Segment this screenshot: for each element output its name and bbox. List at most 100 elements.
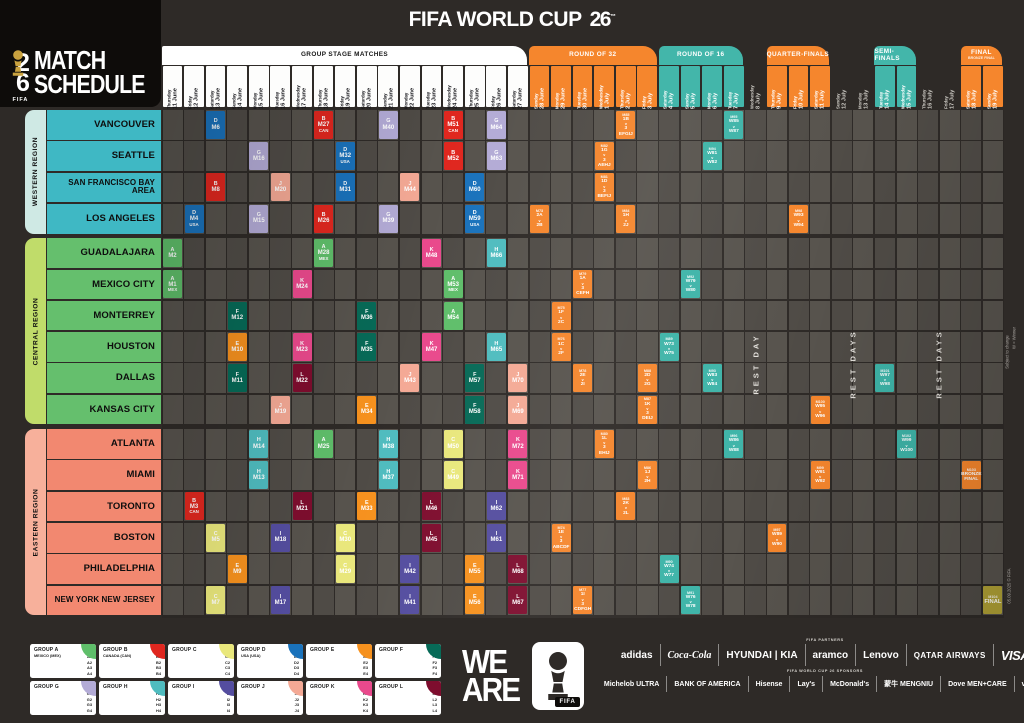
match-line: 3 (602, 188, 606, 194)
match-line: M11 (231, 377, 243, 384)
grid-cell (788, 429, 809, 459)
grid-cell (270, 363, 291, 394)
match-cell-b-m8: B M8 (206, 173, 226, 202)
match-cell-h-m38: H M38 (378, 429, 398, 458)
legend-group-title: GROUP F (379, 647, 404, 653)
match-cell-m77-1i: M77 1I v 3 CDFGH (573, 586, 593, 615)
grid-cell (896, 172, 917, 203)
match-line: 2B (536, 222, 543, 228)
grid-cell (939, 172, 960, 203)
grid-cell (184, 332, 205, 362)
grid-cell (551, 203, 572, 234)
grid-cell (853, 141, 874, 171)
date-label: Tuesday 23 June (425, 63, 437, 109)
city-label-kansas-city: KANSAS CITY (47, 394, 161, 425)
grid-cell (464, 110, 485, 140)
match-cell-i-m61: I M61 (486, 523, 506, 552)
date-label: Monday 22 June (404, 63, 416, 109)
grid-cell (399, 460, 421, 490)
match-cell-m87-1k: M87 1K v 3 DEIJ (637, 395, 657, 424)
match-line: v (624, 122, 627, 127)
grid-cell (248, 332, 269, 362)
date-label: Sunday 12 July (835, 63, 847, 109)
grid-cell (831, 332, 852, 362)
grid-cell (292, 585, 313, 616)
date-label: Wednesday 1 July (598, 63, 610, 109)
match-line: G (494, 118, 499, 125)
grid-cell (356, 172, 377, 203)
grid-cell (313, 491, 334, 522)
grid-cell (637, 238, 658, 268)
legend-country: USA (USA) (241, 654, 261, 658)
legend-group-title: GROUP G (34, 684, 59, 690)
match-line: C (343, 531, 348, 538)
match-line: v (581, 281, 584, 286)
grid-cell (702, 491, 723, 522)
grid-cell (572, 332, 593, 362)
grid-cell (292, 460, 313, 490)
grid-cell (356, 363, 377, 394)
date-value: 14 July (884, 89, 891, 109)
grid-cell (443, 238, 464, 268)
match-line: v (603, 153, 606, 158)
grid-cell (659, 429, 680, 459)
legend-card-body: F1F2F3F4 (379, 654, 437, 677)
grid-cell (270, 491, 291, 522)
legend-card-body: CANADA (CAN)B1B2B3B4 (103, 654, 161, 677)
grid-cell (529, 332, 550, 362)
legend-slot: E4 (363, 670, 368, 676)
grid-cell (896, 269, 917, 300)
grid-cell (831, 522, 852, 553)
city-name: KANSAS CITY (89, 403, 155, 415)
grid-cell (184, 363, 205, 394)
grid-cell (551, 491, 572, 522)
grid-cell (184, 554, 205, 584)
grid-cell (745, 394, 766, 425)
grid-cell (184, 300, 205, 331)
date-value: 17 June (301, 87, 308, 109)
grid-cell (248, 110, 269, 140)
match-cell-c-m50: C M50 (443, 429, 463, 458)
date-label: Saturday 13 June (209, 63, 221, 109)
date-cell (227, 66, 248, 107)
legend-slot: E3 (363, 665, 368, 671)
match-line: M22 (296, 377, 308, 384)
grid-cell (227, 238, 248, 268)
match-line: M91 (687, 590, 695, 595)
grid-cell (443, 491, 464, 522)
grid-cell (335, 585, 356, 616)
match-line: M82 (600, 143, 608, 148)
legend-group-title: GROUP J (241, 684, 265, 690)
match-cell-d-m32: D M32 USA (335, 142, 355, 171)
city-name: GUADALAJARA (80, 247, 155, 259)
grid-cell (918, 522, 939, 553)
legend-slot: G4 (86, 707, 92, 713)
match-cell-c-m5: C M5 (206, 523, 226, 552)
grid-cell (961, 110, 982, 140)
grid-cell (767, 394, 788, 425)
match-line: E (235, 340, 240, 347)
grid-cell (248, 172, 269, 203)
grid-cell (637, 491, 658, 522)
legend-slot: J3 (294, 702, 299, 708)
match-line: MEX (448, 287, 458, 293)
stage-tab-sublabel: BRONZE FINAL (968, 56, 995, 61)
grid-cell (659, 394, 680, 425)
grid-cell (270, 238, 291, 268)
match-line: v (560, 346, 563, 351)
grid-cell (464, 429, 485, 459)
city-name: SEATTLE (111, 150, 155, 162)
grid-cell (486, 585, 507, 616)
match-line: W77 (664, 573, 674, 579)
date-cell (551, 66, 571, 107)
date-cell (594, 66, 615, 107)
grid-cell (723, 363, 744, 394)
match-cell-i-m41: I M41 (400, 586, 420, 615)
grid-cell (961, 363, 982, 394)
grid-cell (529, 269, 550, 300)
grid-cell (982, 491, 1003, 522)
date-label: Thursday 18 June (317, 63, 329, 109)
grid-cell (680, 300, 701, 331)
date-value: 17 July (949, 89, 956, 109)
grid-cell (162, 203, 183, 234)
